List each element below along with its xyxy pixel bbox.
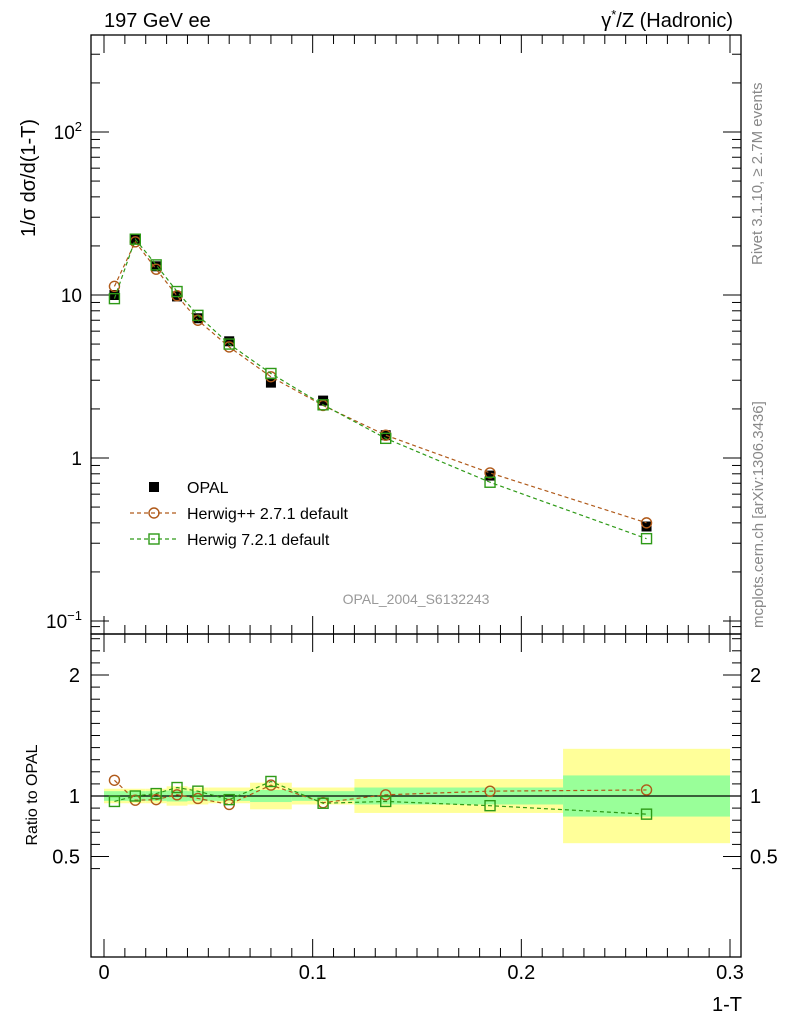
opal-point — [641, 521, 652, 532]
ratio-herwig7-point — [150, 787, 162, 800]
ratio-herwig7-point — [484, 799, 496, 812]
herwigpp-line — [113, 240, 647, 524]
legend-herwig7-marker — [148, 533, 160, 545]
ratio-herwig7-point — [171, 781, 183, 794]
herwig7-point — [640, 532, 653, 545]
header-left: 197 GeV ee — [104, 10, 211, 32]
herwig7-point — [317, 399, 329, 411]
ratio-herwigpp-point — [150, 793, 162, 806]
ratio-herwig7-point — [265, 775, 277, 788]
ratio-y-tick-label: 1 — [69, 786, 80, 808]
herwigpp-point — [640, 517, 653, 529]
herwig7-point — [150, 259, 162, 271]
main-y-axis-label: 1/σ dσ/d(1-T) — [18, 119, 40, 237]
herwig7-point — [108, 292, 121, 305]
legend-herwigpp-label: Herwig++ 2.7.1 default — [187, 506, 349, 523]
ratio-herwig7-point — [223, 793, 235, 806]
x-tick-label: 0 — [98, 962, 109, 984]
x-tick-label: 0.3 — [716, 962, 744, 984]
opal-point — [192, 313, 203, 324]
ratio-y-tick-label-right: 0.5 — [750, 847, 778, 869]
herwig7-point — [223, 338, 235, 350]
main-y-tick-label: 10 — [61, 286, 82, 307]
ratio-herwigpp-point — [640, 784, 653, 796]
ratio-herwig7-point — [108, 795, 121, 808]
legend-opal-label: OPAL — [187, 480, 229, 497]
ratio-herwigpp-point — [192, 792, 204, 805]
ratio-herwigpp-line — [114, 779, 647, 806]
herwig7-point — [484, 476, 496, 488]
x-tick-label: 0.1 — [299, 962, 327, 984]
herwig7-point — [192, 309, 204, 322]
x-axis-label: 1-T — [712, 994, 742, 1016]
ratio-herwig7-point — [640, 808, 653, 820]
ratio-herwig7-line — [114, 780, 647, 815]
herwig7-point — [171, 285, 183, 298]
ratio-y-tick-label: 0.5 — [52, 847, 80, 869]
herwig7-point — [129, 233, 142, 245]
herwig7-line — [113, 237, 647, 540]
ratio-y-tick-label: 2 — [69, 665, 80, 687]
header-right: γ*/Z (Hadronic) — [601, 7, 733, 32]
opal-point — [151, 261, 162, 272]
herwigpp-point — [108, 280, 121, 293]
main-y-tick-label: 1 — [71, 449, 82, 470]
legend-herwigpp-marker — [148, 507, 160, 519]
ratio-herwig7-point — [192, 785, 204, 797]
analysis-watermark: OPAL_2004_S6132243 — [343, 591, 490, 607]
main-y-tick-label: 10−1 — [46, 608, 82, 633]
legend-herwig7-label: Herwig 7.2.1 default — [187, 532, 330, 549]
rivet-label: Rivet 3.1.10, ≥ 2.7M events — [749, 83, 766, 266]
ratio-herwig7-point — [317, 797, 329, 809]
ratio-y-axis-label: Ratio to OPAL — [24, 744, 41, 845]
opal-point — [109, 290, 120, 300]
ratio-herwig7-point — [380, 795, 392, 808]
ratio-herwig7-point — [129, 790, 142, 802]
ratio-herwigpp-point — [171, 789, 183, 801]
ratio-y-tick-label-right: 1 — [750, 786, 761, 808]
ratio-herwigpp-point — [108, 774, 121, 786]
ratio-y-tick-label-right: 2 — [750, 665, 761, 687]
ratio-herwigpp-point — [484, 785, 496, 797]
x-tick-label: 0.2 — [507, 962, 535, 984]
mcplots-label: mcplots.cern.ch [arXiv:1306.3436] — [750, 401, 767, 628]
opal-point — [265, 377, 276, 388]
main-y-tick-label: 102 — [54, 119, 82, 144]
legend-opal-marker — [149, 482, 159, 492]
herwig7-point — [265, 367, 277, 380]
main-panel: 10−1 1 10 102 OPAL Herwig++ 2.7.1 default Herw… — [46, 34, 742, 635]
ratio-panel: 0.5 0.5 1 1 2 2 0 0.1 0.2 0.3 — [52, 626, 778, 984]
opal-point — [485, 470, 496, 481]
opal-point — [380, 430, 391, 441]
herwig7-point — [380, 432, 392, 445]
ratio-herwigpp-point — [380, 789, 392, 801]
